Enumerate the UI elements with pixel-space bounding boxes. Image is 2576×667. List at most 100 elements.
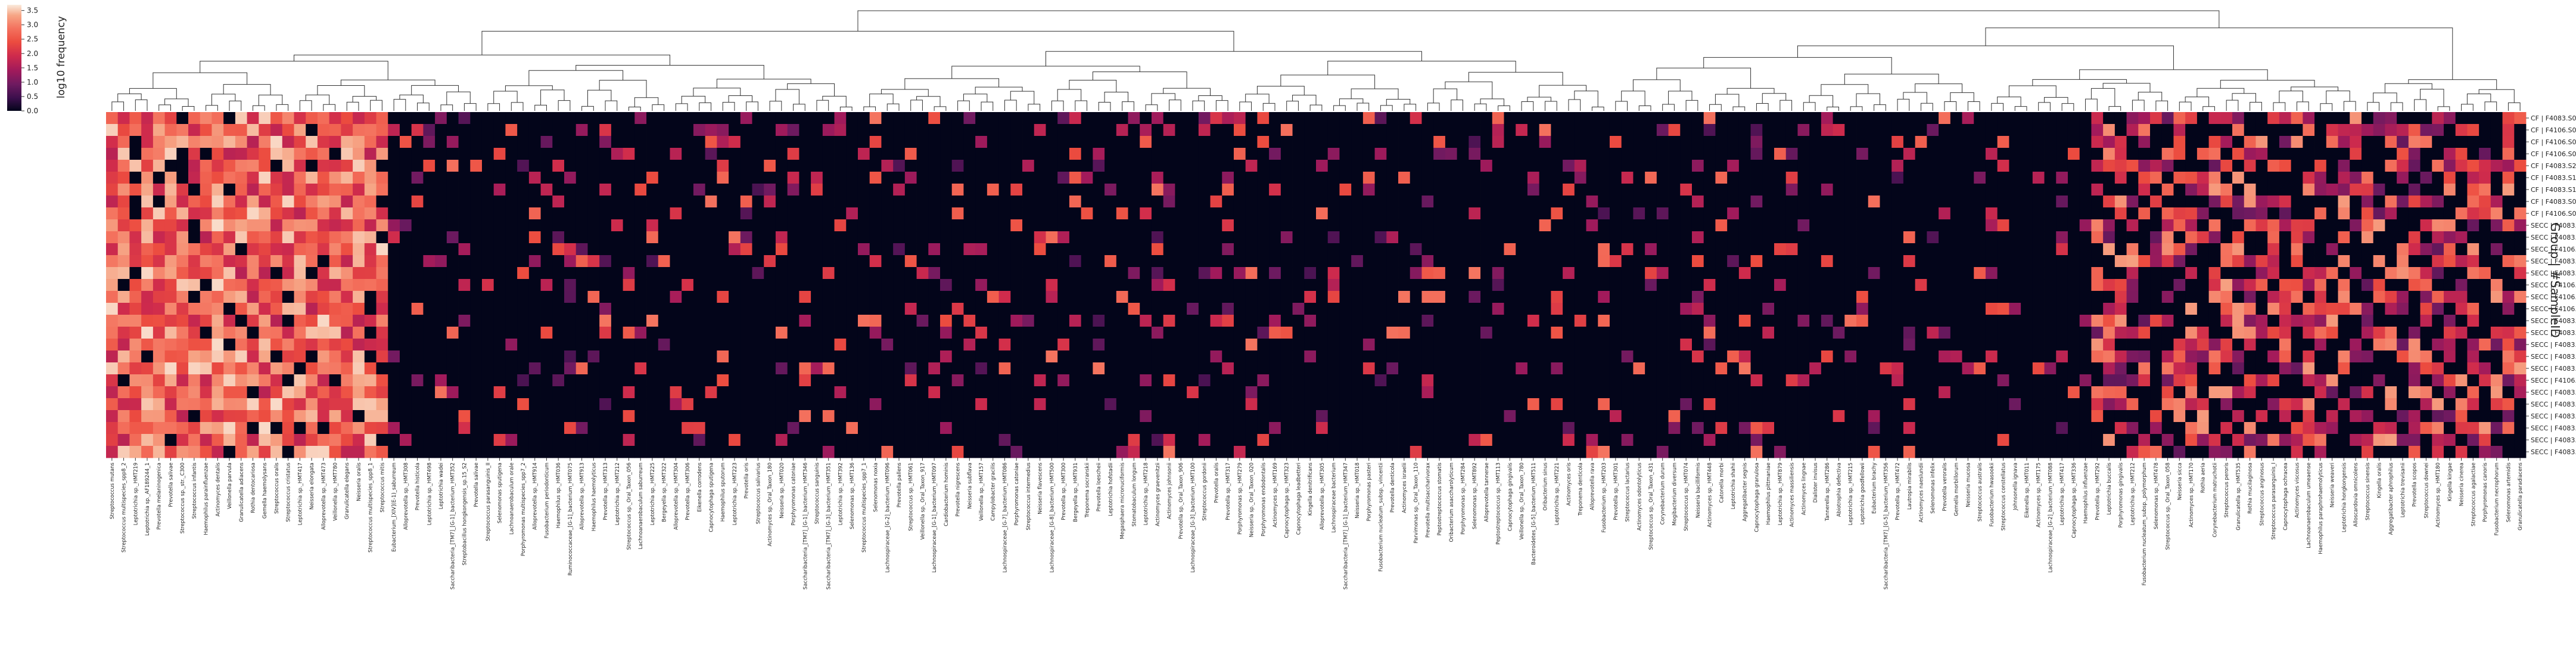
heatmap-cell [963, 350, 976, 363]
heatmap-cell [1621, 136, 1634, 148]
heatmap-cell [2161, 291, 2174, 303]
heatmap-cell [2373, 219, 2385, 232]
heatmap-cell [1563, 207, 1575, 220]
heatmap-cell [364, 279, 377, 291]
heatmap-cell [822, 124, 835, 136]
heatmap-cell [141, 267, 154, 280]
heatmap-cell [2443, 136, 2456, 148]
heatmap-cell [1785, 136, 1798, 148]
heatmap-cell [1774, 267, 1787, 280]
heatmap-cell [682, 350, 694, 363]
heatmap-cell [2244, 231, 2256, 244]
heatmap-cell [458, 339, 471, 351]
heatmap-cell [1492, 315, 1504, 327]
heatmap-cell [1057, 231, 1070, 244]
heatmap-cell [141, 386, 154, 399]
heatmap-cell [599, 243, 612, 256]
heatmap-cell [364, 255, 377, 268]
heatmap-cell [505, 303, 518, 315]
heatmap-cell [1269, 279, 1281, 291]
heatmap-cell [399, 291, 412, 303]
heatmap-cell [1351, 231, 1364, 244]
heatmap-cell [1691, 279, 1704, 291]
heatmap-cell [646, 267, 659, 280]
heatmap-cell [1140, 243, 1152, 256]
heatmap-cell [2361, 339, 2374, 351]
dendrogram-link [1028, 104, 1041, 111]
heatmap-cell [2397, 279, 2409, 291]
dendrogram-link [2273, 102, 2286, 111]
heatmap-cell [270, 327, 283, 339]
heatmap-cell [1093, 184, 1105, 196]
heatmap-cell [904, 207, 917, 220]
heatmap-cell [623, 207, 635, 220]
heatmap-cell [1797, 291, 1810, 303]
heatmap-cell [2197, 255, 2209, 268]
heatmap-cell [822, 160, 835, 172]
heatmap-cell [2502, 184, 2515, 196]
heatmap-cell [388, 112, 400, 125]
heatmap-cell [869, 160, 882, 172]
heatmap-cell [1586, 255, 1598, 268]
heatmap-cell [306, 219, 318, 232]
heatmap-cell [1915, 279, 1927, 291]
heatmap-cell [1621, 374, 1634, 387]
heatmap-cell [1997, 350, 2009, 363]
heatmap-cell [1727, 291, 1740, 303]
heatmap-cell [129, 386, 142, 399]
heatmap-cell [200, 279, 212, 291]
heatmap-cell [2103, 124, 2115, 136]
heatmap-cell [176, 148, 189, 160]
dendrogram-link [1668, 91, 1693, 104]
heatmap-cell [2279, 136, 2292, 148]
heatmap-cell [2185, 136, 2198, 148]
heatmap-cell [775, 279, 788, 291]
heatmap-cell [2490, 219, 2503, 232]
heatmap-cell [1785, 350, 1798, 363]
heatmap-cell [670, 339, 682, 351]
heatmap-cell [705, 184, 717, 196]
heatmap-cell [1551, 207, 1563, 220]
heatmap-cell [388, 267, 400, 280]
heatmap-cell [2479, 255, 2491, 268]
heatmap-cell [904, 362, 917, 375]
heatmap-cell [599, 291, 612, 303]
heatmap-cell [1809, 243, 1822, 256]
heatmap-cell [670, 136, 682, 148]
heatmap-cell [188, 160, 201, 172]
heatmap-cell [611, 303, 624, 315]
heatmap-cell [775, 231, 788, 244]
heatmap-cell [1738, 112, 1751, 125]
heatmap-cell [2443, 148, 2456, 160]
heatmap-cell [2279, 327, 2292, 339]
heatmap-cell [294, 255, 306, 268]
heatmap-cell [1950, 231, 1962, 244]
heatmap-cell [2490, 148, 2503, 160]
heatmap-cell [211, 207, 224, 220]
heatmap-cell [1421, 362, 1434, 375]
dendrogram-link [1662, 104, 1675, 111]
heatmap-cell [1386, 267, 1399, 280]
heatmap-cell [1762, 303, 1775, 315]
heatmap-cell [141, 184, 154, 196]
heatmap-cell [1046, 362, 1058, 375]
heatmap-cell [1151, 315, 1164, 327]
heatmap-cell [1516, 231, 1528, 244]
heatmap-cell [1210, 148, 1222, 160]
heatmap-cell [904, 327, 917, 339]
heatmap-cell [2114, 350, 2127, 363]
heatmap-cell [1046, 148, 1058, 160]
heatmap-cell [799, 362, 811, 375]
heatmap-cell [2455, 184, 2468, 196]
heatmap-cell [1198, 339, 1211, 351]
heatmap-cell [740, 279, 752, 291]
heatmap-cell [1645, 255, 1657, 268]
heatmap-cell [1257, 267, 1270, 280]
heatmap-cell [2044, 160, 2057, 172]
heatmap-cell [904, 350, 917, 363]
heatmap-cell [1187, 339, 1199, 351]
dendrogram-link [2090, 88, 2115, 107]
heatmap-cell [1844, 267, 1857, 280]
heatmap-cell [399, 303, 412, 315]
heatmap-cell [987, 291, 999, 303]
